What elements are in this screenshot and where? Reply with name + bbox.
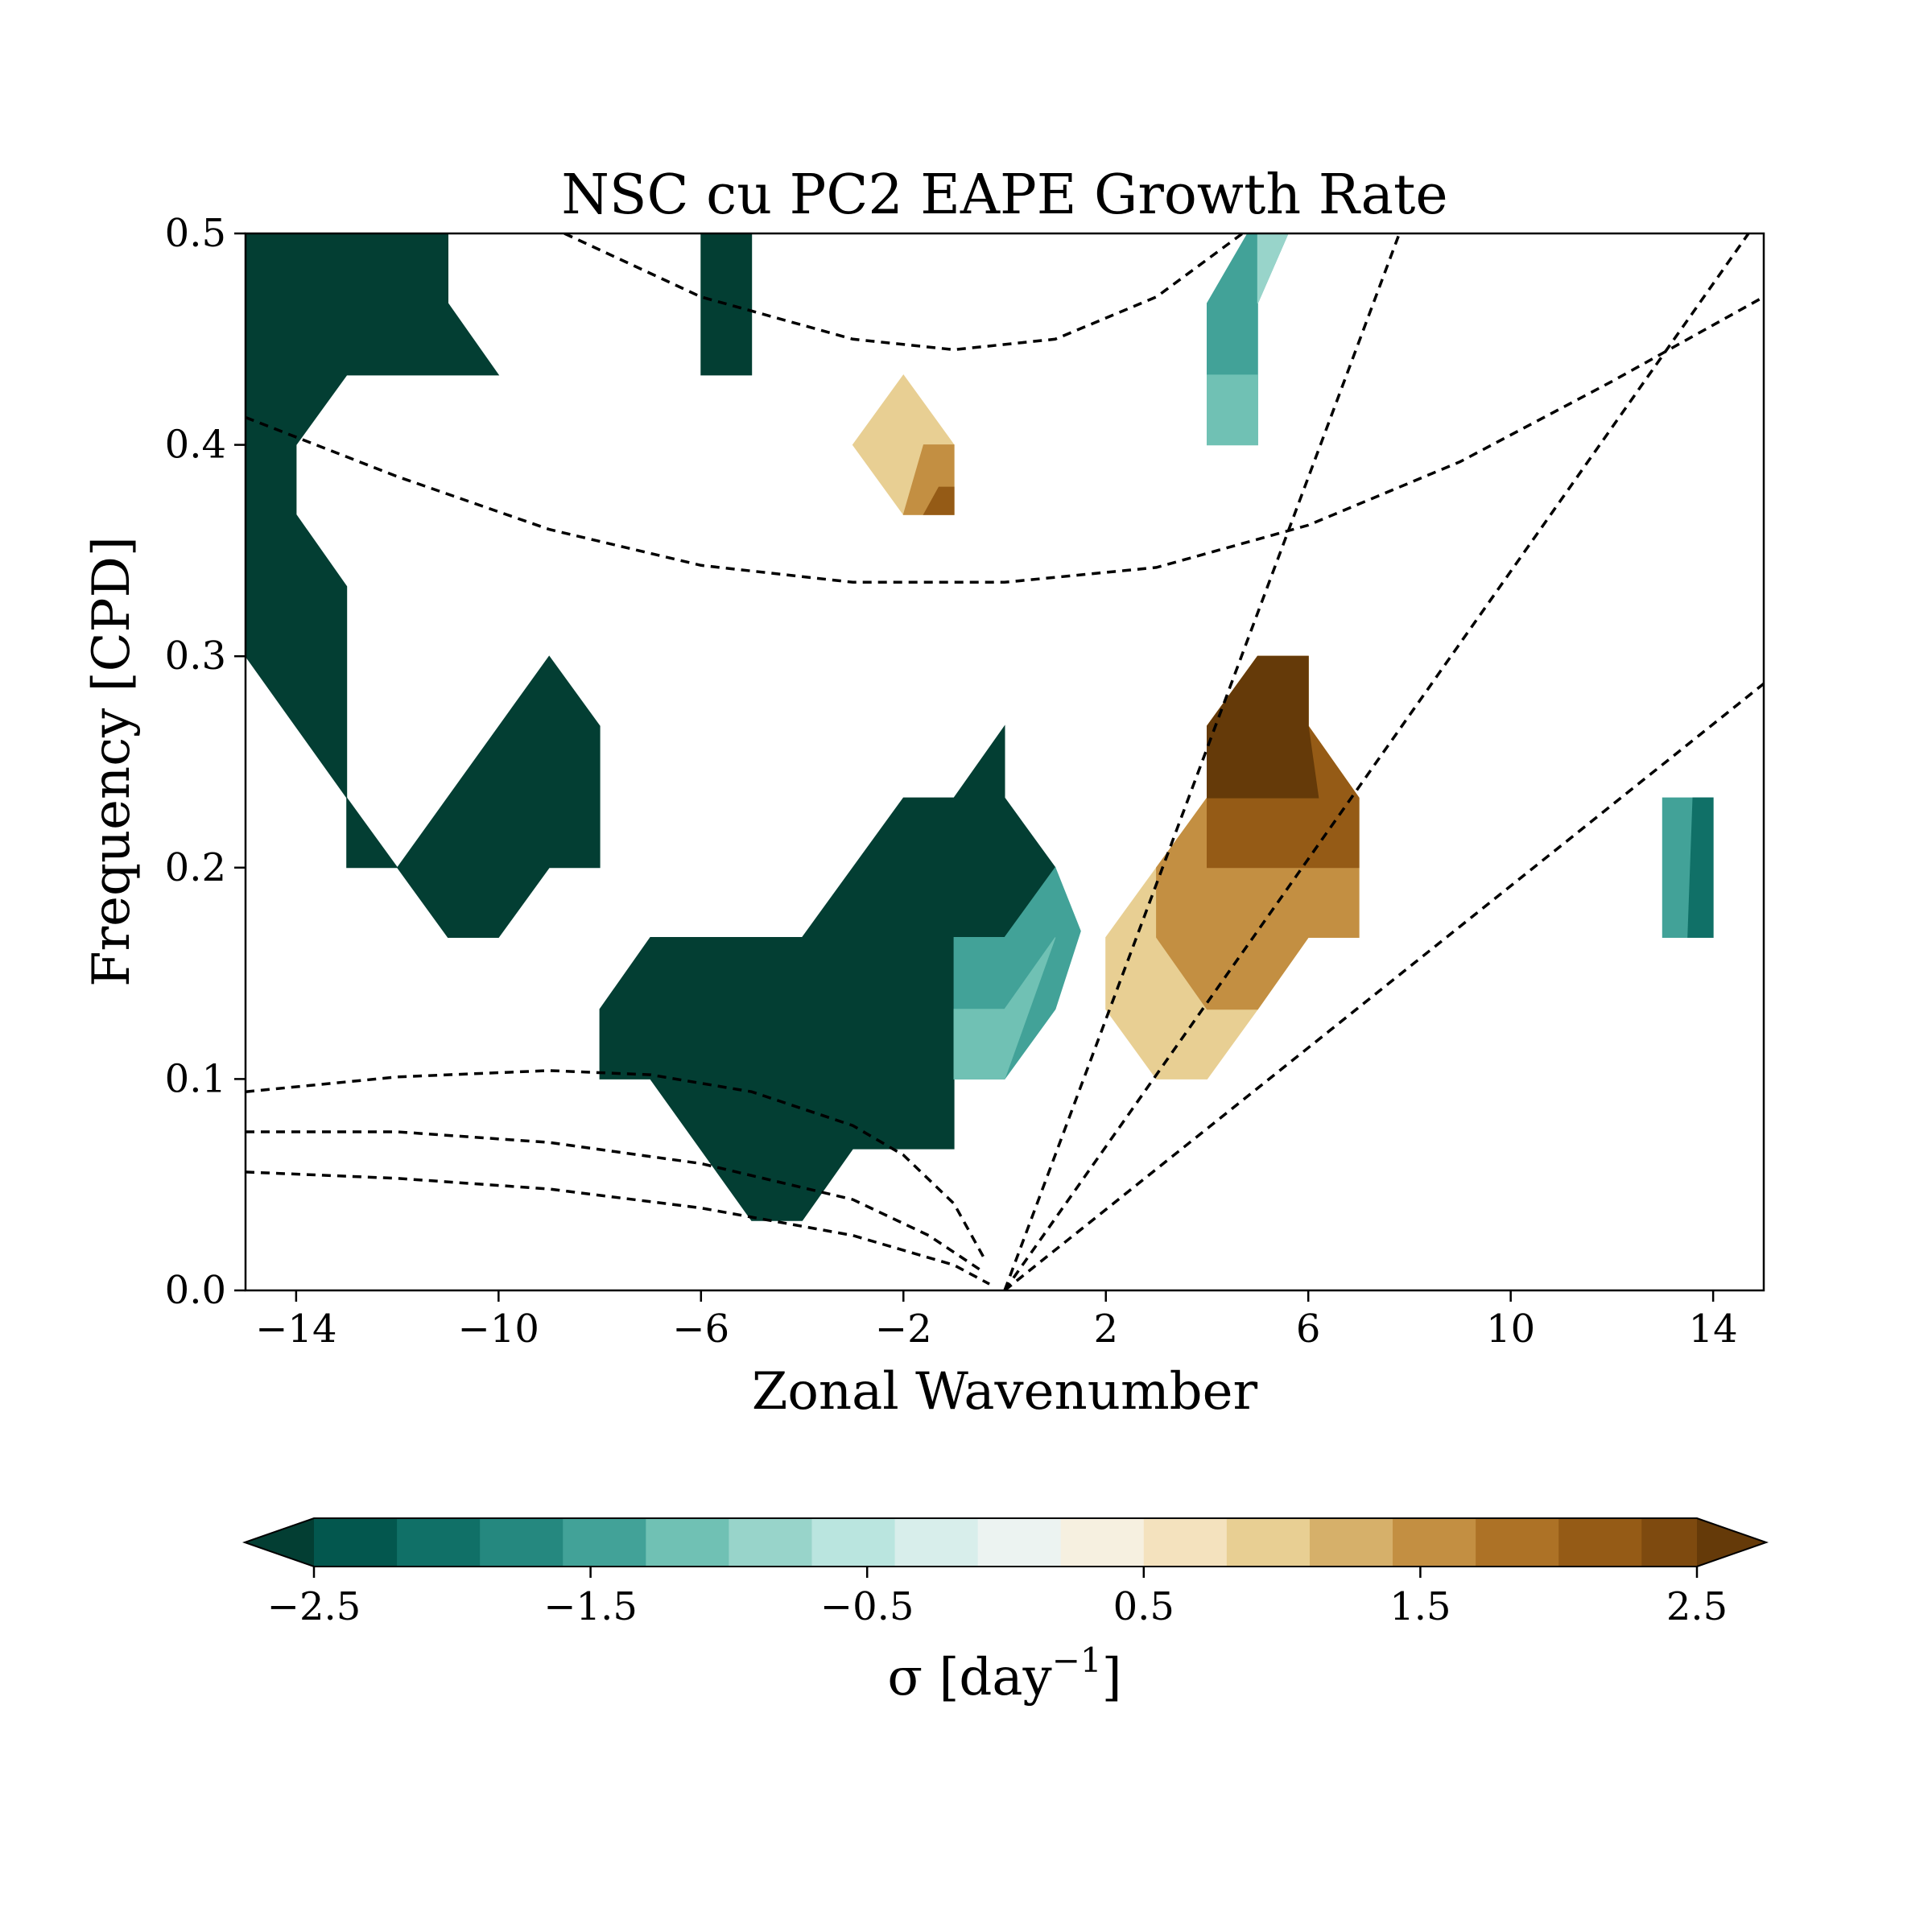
- colorbar-label-prefix: σ [day: [887, 1648, 1051, 1707]
- colorbar-segment: [1226, 1518, 1311, 1567]
- contour-region-8: [1207, 374, 1258, 446]
- colorbar-tick-label: 2.5: [1666, 1584, 1728, 1629]
- colorbar-tick-label: 1.5: [1389, 1584, 1451, 1629]
- y-tick-label: 0.4: [165, 423, 226, 468]
- colorbar-segment: [563, 1518, 646, 1567]
- plot-frame: [244, 232, 1765, 1292]
- contour-region-2: [396, 655, 601, 938]
- x-tick-label: −2: [875, 1307, 932, 1352]
- contour-region-18: [1207, 655, 1319, 799]
- colorbar-extend-low: [245, 1518, 314, 1567]
- contour-region-1: [346, 796, 398, 869]
- y-axis-ticks: 0.0 0.1 0.2 0.3 0.4 0.5: [165, 211, 246, 1313]
- x-tick-label: 6: [1296, 1307, 1321, 1352]
- colorbar-segment: [1641, 1518, 1698, 1567]
- y-tick-label: 0.2: [165, 845, 226, 890]
- colorbar-segment: [1143, 1518, 1228, 1567]
- colorbar-label: σ [day−1]: [887, 1641, 1121, 1707]
- colorbar-segment: [1393, 1518, 1476, 1567]
- dispersion-curve-1: [246, 295, 1764, 584]
- dispersion-curves: [246, 233, 1764, 1290]
- contour-regions: [246, 233, 1714, 1221]
- contour-region-14: [923, 486, 955, 515]
- contour-region-9: [1257, 233, 1289, 303]
- colorbar-segment: [729, 1518, 813, 1567]
- x-tick-label: 14: [1689, 1307, 1738, 1352]
- colorbar-segment: [1476, 1518, 1559, 1567]
- x-tick-label: −14: [255, 1307, 336, 1352]
- colorbar-extend-high: [1697, 1518, 1766, 1567]
- colorbar-ticks: −2.5 −1.5 −0.5 0.5 1.5 2.5: [267, 1567, 1728, 1629]
- y-tick-label: 0.5: [165, 211, 226, 256]
- y-tick-label: 0.0: [165, 1268, 226, 1313]
- colorbar-segment: [480, 1518, 564, 1567]
- colorbar-segment: [646, 1518, 729, 1567]
- contour-region-6: [953, 937, 1056, 1080]
- colorbar-segment: [811, 1518, 896, 1567]
- y-axis-label: Frequency [CPD]: [82, 536, 142, 987]
- dispersion-curve-2: [246, 1069, 986, 1260]
- colorbar-segment: [894, 1518, 979, 1567]
- colorbar: [242, 1517, 1769, 1567]
- x-axis-ticks: −14 −10 −6 −2 2 6 10 14: [255, 1290, 1738, 1352]
- colorbar-label-suffix: ]: [1102, 1648, 1122, 1707]
- contour-region-0: [246, 233, 500, 799]
- x-tick-label: −6: [672, 1307, 729, 1352]
- colorbar-segment: [397, 1518, 481, 1567]
- x-axis-label: Zonal Wavenumber: [752, 1362, 1258, 1422]
- colorbar-tick-label: 0.5: [1113, 1584, 1174, 1629]
- x-tick-label: 10: [1486, 1307, 1535, 1352]
- colorbar-label-exponent: −1: [1052, 1641, 1102, 1680]
- y-tick-label: 0.3: [165, 634, 226, 679]
- colorbar-segment: [977, 1518, 1062, 1567]
- x-tick-label: 2: [1093, 1307, 1118, 1352]
- y-tick-label: 0.1: [165, 1056, 226, 1101]
- colorbar-tick-label: −0.5: [820, 1584, 914, 1629]
- dispersion-curve-6: [1003, 233, 1750, 1290]
- colorbar-tick-label: −1.5: [543, 1584, 638, 1629]
- colorbar-segment: [1309, 1518, 1393, 1567]
- colorbar-segment: [1558, 1518, 1642, 1567]
- contour-region-11: [1687, 797, 1714, 938]
- x-tick-label: −10: [458, 1307, 539, 1352]
- colorbar-segment: [314, 1518, 398, 1567]
- colorbar-tick-label: −2.5: [267, 1584, 361, 1629]
- colorbar-segment: [1060, 1518, 1145, 1567]
- chart-title: NSC cu PC2 EAPE Growth Rate: [561, 163, 1447, 227]
- dispersion-curve-5: [1003, 233, 1402, 1290]
